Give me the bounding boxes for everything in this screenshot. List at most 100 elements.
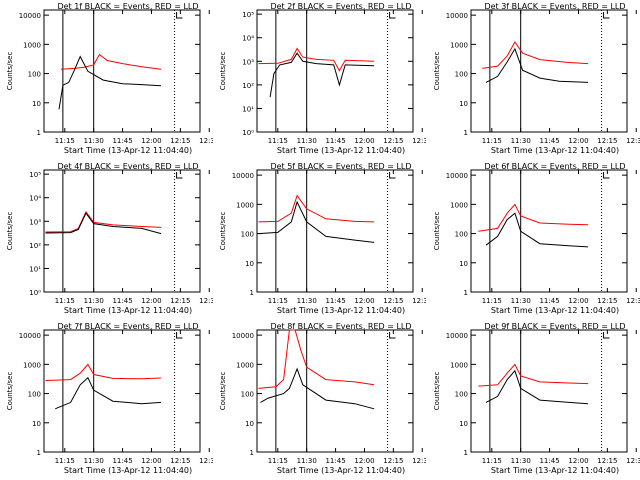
corner-bracket <box>389 332 396 339</box>
corner-bracket <box>176 332 183 339</box>
y-tick-label: 1 <box>37 129 41 137</box>
x-tick-label: 12:15 <box>170 457 190 465</box>
x-tick-label: 11:45 <box>539 137 559 145</box>
x-tick-label: 12:00 <box>568 457 588 465</box>
x-tick-label: 12:15 <box>383 457 403 465</box>
chart-panel-det-6f: Det 6f BLACK = Events, RED = LLD 1 10 100 10… <box>427 160 640 320</box>
y-axis-label: Counts/sec <box>433 212 441 251</box>
y-tick-label: 10² <box>29 242 41 250</box>
chart-svg: Det 2f BLACK = Events, RED = LLD 10⁰ 10¹ 10… <box>219 2 426 155</box>
chart-title: Det 2f BLACK = Events, RED = LLD <box>270 2 411 11</box>
corner-bracket <box>389 172 396 179</box>
x-tick-label: 12:00 <box>141 457 161 465</box>
events-series-line <box>485 47 589 83</box>
x-tick-label: 11:30 <box>84 297 104 305</box>
x-axis-label: Start Time (13-Apr-12 11:04:40) <box>64 306 192 315</box>
events-series-line <box>260 367 375 410</box>
x-tick-label: 12:15 <box>597 297 617 305</box>
plot-frame <box>470 329 628 453</box>
x-tick-label: 12:15 <box>170 297 190 305</box>
x-tick-label: 11:30 <box>511 457 531 465</box>
x-axis-label: Start Time (13-Apr-12 11:04:40) <box>491 146 619 155</box>
y-tick-label: 1 <box>250 289 254 297</box>
lld-series-line <box>478 203 589 232</box>
chart-svg: Det 6f BLACK = Events, RED = LLD 1 10 100 10… <box>433 162 640 315</box>
y-tick-label: 10000 <box>446 332 468 340</box>
lld-series-line <box>45 363 162 381</box>
events-series-line <box>58 55 162 110</box>
y-tick-label: 10 <box>32 100 41 108</box>
events-series-line <box>269 52 375 98</box>
x-tick-label: 11:45 <box>112 457 132 465</box>
x-tick-label: 11:45 <box>325 297 345 305</box>
x-tick-label: 11:15 <box>268 457 288 465</box>
lld-series-line <box>45 210 162 233</box>
x-tick-label: 11:15 <box>268 137 288 145</box>
y-tick-label: 10 <box>32 420 41 428</box>
chart-title: Det 8f BLACK = Events, RED = LLD <box>270 322 411 331</box>
y-tick-label: 10¹ <box>29 265 41 273</box>
y-tick-label: 100 <box>455 71 468 79</box>
plot-frame <box>43 169 201 293</box>
x-tick-label: 11:30 <box>297 137 317 145</box>
y-tick-label: 10⁵ <box>29 171 41 179</box>
events-series-line <box>45 212 162 235</box>
x-tick-label: 11:15 <box>55 457 75 465</box>
lld-series-line <box>258 329 375 389</box>
chart-title: Det 9f BLACK = Events, RED = LLD <box>484 322 625 331</box>
y-tick-label: 10000 <box>19 12 41 20</box>
events-series-line <box>485 212 589 248</box>
chart-title: Det 3f BLACK = Events, RED = LLD <box>484 2 625 11</box>
chart-title: Det 7f BLACK = Events, RED = LLD <box>57 322 198 331</box>
x-tick-label: 11:45 <box>325 137 345 145</box>
corner-bracket <box>389 12 396 19</box>
chart-title: Det 6f BLACK = Events, RED = LLD <box>484 162 625 171</box>
x-axis-label: Start Time (13-Apr-12 11:04:40) <box>277 146 405 155</box>
x-tick-label: 12:30 <box>626 137 640 145</box>
y-tick-label: 10000 <box>19 332 41 340</box>
y-tick-label: 10 <box>459 100 468 108</box>
chart-title: Det 1f BLACK = Events, RED = LLD <box>57 2 198 11</box>
x-tick-label: 11:30 <box>297 297 317 305</box>
y-tick-label: 10000 <box>446 12 468 20</box>
x-tick-label: 12:15 <box>170 137 190 145</box>
y-axis-label: Counts/sec <box>433 52 441 91</box>
plot-frame <box>43 9 201 133</box>
y-tick-label: 10 <box>459 420 468 428</box>
events-series-line <box>258 200 375 243</box>
y-tick-label: 10⁵ <box>242 11 254 19</box>
lld-series-line <box>258 194 375 223</box>
y-tick-label: 1 <box>250 449 254 457</box>
x-axis-label: Start Time (13-Apr-12 11:04:40) <box>64 146 192 155</box>
x-tick-label: 12:15 <box>383 297 403 305</box>
y-tick-label: 100 <box>455 391 468 399</box>
x-tick-label: 12:30 <box>626 297 640 305</box>
x-tick-label: 12:00 <box>354 297 374 305</box>
chart-svg: Det 1f BLACK = Events, RED = LLD 1 10 100 10… <box>6 2 213 155</box>
x-tick-label: 12:00 <box>141 137 161 145</box>
x-tick-label: 12:30 <box>412 457 426 465</box>
x-tick-label: 12:30 <box>199 457 213 465</box>
events-series-line <box>485 369 589 405</box>
y-tick-label: 1000 <box>23 41 41 49</box>
y-tick-label: 10000 <box>232 332 254 340</box>
chart-panel-det-1f: Det 1f BLACK = Events, RED = LLD 1 10 100 10… <box>0 0 213 160</box>
y-tick-label: 1000 <box>236 361 254 369</box>
chart-svg: Det 7f BLACK = Events, RED = LLD 1 10 100 10… <box>6 322 213 475</box>
x-tick-label: 12:30 <box>412 297 426 305</box>
x-tick-label: 12:00 <box>568 297 588 305</box>
chart-panel-det-8f: Det 8f BLACK = Events, RED = LLD 1 10 100 10… <box>213 320 426 480</box>
x-tick-label: 11:45 <box>539 457 559 465</box>
y-tick-label: 1 <box>464 289 468 297</box>
y-tick-label: 10¹ <box>242 105 254 113</box>
x-tick-label: 11:15 <box>268 297 288 305</box>
y-tick-label: 1 <box>37 449 41 457</box>
chart-panel-det-7f: Det 7f BLACK = Events, RED = LLD 1 10 100 10… <box>0 320 213 480</box>
y-tick-label: 10⁰ <box>242 129 254 137</box>
x-tick-label: 12:00 <box>141 297 161 305</box>
y-axis-label: Counts/sec <box>219 52 227 91</box>
x-tick-label: 11:45 <box>539 297 559 305</box>
y-tick-label: 1 <box>464 449 468 457</box>
y-tick-label: 1000 <box>450 41 468 49</box>
